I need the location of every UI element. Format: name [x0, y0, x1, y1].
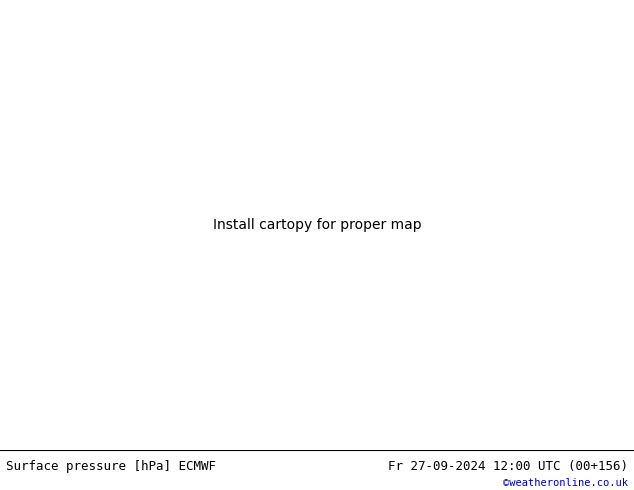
Text: Install cartopy for proper map: Install cartopy for proper map — [212, 218, 422, 232]
Text: Surface pressure [hPa] ECMWF: Surface pressure [hPa] ECMWF — [6, 460, 216, 473]
Text: Fr 27-09-2024 12:00 UTC (00+156): Fr 27-09-2024 12:00 UTC (00+156) — [387, 460, 628, 473]
Text: ©weatheronline.co.uk: ©weatheronline.co.uk — [503, 478, 628, 488]
